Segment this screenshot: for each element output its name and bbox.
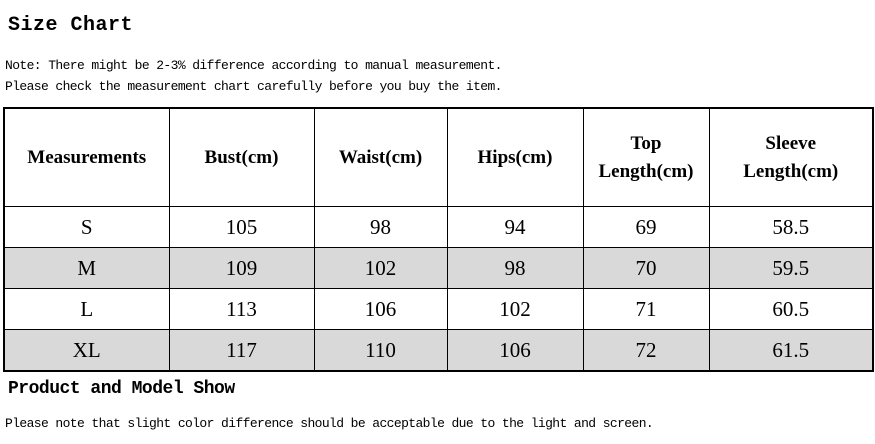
sleeve-length-value-cell: 60.5 (708, 288, 874, 330)
column-header-measurements: Measurements (3, 107, 170, 207)
measurement-note-line-2: Please check the measurement chart caref… (5, 79, 502, 94)
section-title-product-and-model-show: Product and Model Show (8, 379, 235, 399)
table-row-xl: XL 117 110 106 72 61.5 (3, 329, 874, 372)
size-label-cell: M (3, 247, 170, 289)
waist-value-cell: 110 (313, 329, 448, 372)
table-header-row: Measurements Bust(cm) Waist(cm) Hips(cm)… (3, 107, 874, 207)
hips-value-cell: 98 (446, 247, 584, 289)
waist-value-cell: 102 (313, 247, 448, 289)
measurement-note-line-1: Note: There might be 2-3% difference acc… (5, 58, 502, 73)
bust-value-cell: 109 (168, 247, 315, 289)
table-row-l: L 113 106 102 71 60.5 (3, 288, 874, 330)
column-header-hips: Hips(cm) (446, 107, 584, 207)
table-row-m: M 109 102 98 70 59.5 (3, 247, 874, 289)
column-header-top-length: Top Length(cm) (582, 107, 710, 207)
size-label-cell: L (3, 288, 170, 330)
hips-value-cell: 106 (446, 329, 584, 372)
column-header-waist: Waist(cm) (313, 107, 448, 207)
sleeve-length-value-cell: 61.5 (708, 329, 874, 372)
column-header-bust: Bust(cm) (168, 107, 315, 207)
top-length-value-cell: 72 (582, 329, 710, 372)
top-length-value-cell: 70 (582, 247, 710, 289)
size-chart-table: Measurements Bust(cm) Waist(cm) Hips(cm)… (3, 107, 874, 372)
hips-value-cell: 102 (446, 288, 584, 330)
sleeve-length-value-cell: 58.5 (708, 206, 874, 248)
column-header-sleeve-length: Sleeve Length(cm) (708, 107, 874, 207)
top-length-value-cell: 69 (582, 206, 710, 248)
table-row-s: S 105 98 94 69 58.5 (3, 206, 874, 248)
bust-value-cell: 113 (168, 288, 315, 330)
hips-value-cell: 94 (446, 206, 584, 248)
top-length-value-cell: 71 (582, 288, 710, 330)
page-title: Size Chart (8, 14, 134, 37)
size-label-cell: S (3, 206, 170, 248)
bust-value-cell: 117 (168, 329, 315, 372)
waist-value-cell: 106 (313, 288, 448, 330)
color-difference-note: Please note that slight color difference… (5, 416, 654, 431)
size-label-cell: XL (3, 329, 170, 372)
sleeve-length-value-cell: 59.5 (708, 247, 874, 289)
bust-value-cell: 105 (168, 206, 315, 248)
waist-value-cell: 98 (313, 206, 448, 248)
